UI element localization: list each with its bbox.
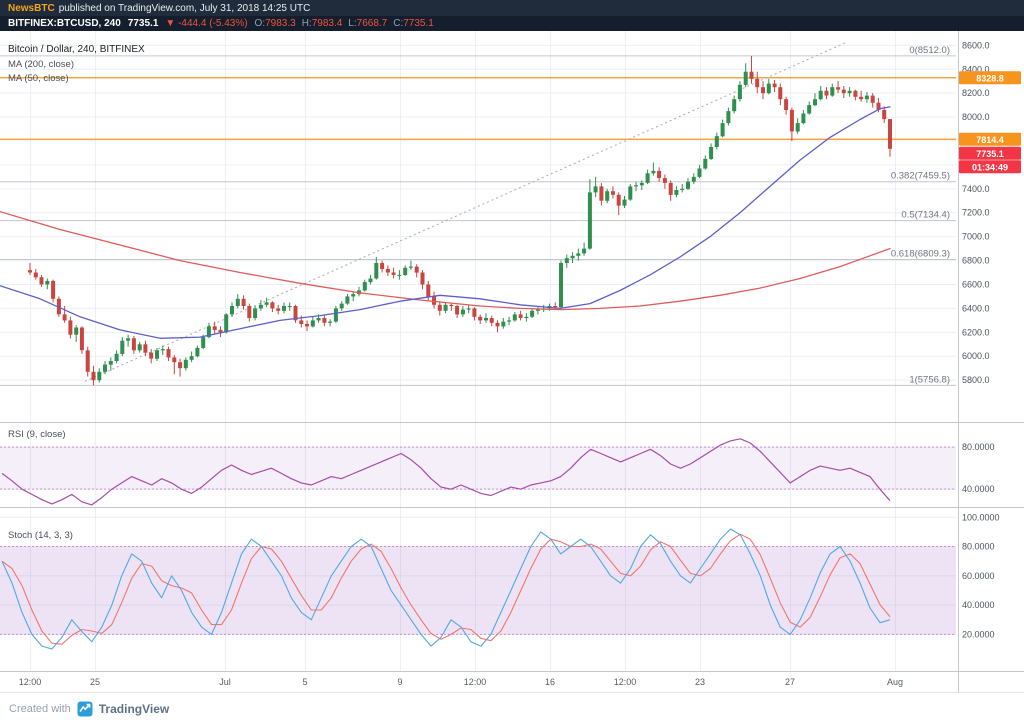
svg-text:0.5(7134.4): 0.5(7134.4) — [901, 210, 950, 221]
last-price: 7735.1 — [127, 18, 159, 29]
svg-text:8200.0: 8200.0 — [962, 88, 990, 98]
svg-text:0.382(7459.5): 0.382(7459.5) — [891, 171, 950, 182]
stoch-axis-labels: 100.0000 80.0000 60.0000 40.0000 20.0000 — [962, 512, 1000, 639]
pane-separators — [0, 31, 1024, 692]
svg-text:8000.0: 8000.0 — [962, 112, 990, 122]
svg-text:27: 27 — [785, 677, 795, 687]
svg-text:12:00: 12:00 — [19, 677, 42, 687]
price-line-tag: 8328.8 — [959, 71, 1021, 85]
svg-text:5800.0: 5800.0 — [962, 375, 990, 385]
countdown-tag: 01:34:49 — [959, 160, 1021, 174]
ohlc-open-label: O: — [254, 18, 266, 29]
svg-text:20.0000: 20.0000 — [962, 629, 995, 639]
svg-text:25: 25 — [90, 677, 100, 687]
svg-text:6600.0: 6600.0 — [962, 280, 990, 290]
svg-text:8400.0: 8400.0 — [962, 64, 990, 74]
price-grid — [0, 44, 956, 381]
horizontal-price-lines — [0, 77, 956, 140]
svg-text:40.0000: 40.0000 — [962, 600, 995, 610]
ohlc-open-value: 7983.3 — [265, 18, 296, 29]
footer: Created with TradingView — [0, 692, 1024, 724]
fib-retracement: 0(8512.0) 0.382(7459.5) 0.5(7134.4) 0.618(6… — [0, 45, 956, 386]
ohlc-values: O:7983.3 H:7983.4 L:7668.7 C:7735.1 — [255, 18, 434, 29]
svg-text:6000.0: 6000.0 — [962, 351, 990, 361]
stoch-k-line — [1, 528, 891, 650]
ohlc-close-label: C: — [393, 18, 404, 29]
trendline — [84, 42, 846, 382]
svg-text:16: 16 — [545, 677, 555, 687]
stoch-band — [0, 546, 956, 635]
ohlc-low-label: L: — [348, 18, 357, 29]
price-line-tag: 7814.4 — [959, 132, 1021, 146]
svg-text:80.0000: 80.0000 — [962, 442, 995, 452]
ma50-line — [0, 106, 891, 339]
chart-canvas[interactable]: 0(8512.0) 0.382(7459.5) 0.5(7134.4) 0.618(6… — [0, 31, 1024, 692]
publish-info: published on TradingView.com, July 31, 2… — [58, 2, 311, 14]
tradingview-wordmark[interactable]: TradingView — [98, 701, 170, 716]
svg-text:0.618(6809.3): 0.618(6809.3) — [891, 248, 950, 259]
ohlc-low-value: 7668.7 — [356, 18, 388, 29]
svg-text:5: 5 — [302, 677, 307, 687]
svg-text:Jul: Jul — [219, 677, 231, 687]
svg-text:7400.0: 7400.0 — [962, 184, 990, 194]
svg-text:01:34:49: 01:34:49 — [972, 162, 1008, 172]
stoch-d-line — [1, 533, 891, 645]
ohlc-high-label: H: — [301, 18, 312, 29]
created-with-text: Created with — [9, 702, 71, 715]
chart-area: 0(8512.0) 0.382(7459.5) 0.5(7134.4) 0.618(6… — [0, 31, 1024, 692]
rsi-band — [0, 446, 956, 490]
svg-text:9: 9 — [397, 677, 402, 687]
svg-text:6400.0: 6400.0 — [962, 303, 990, 313]
rsi-line — [1, 438, 891, 506]
svg-text:8600.0: 8600.0 — [962, 40, 990, 50]
ohlc-close-value: 7735.1 — [403, 18, 434, 29]
symbol-name: BITFINEX:BTCUSD, 240 — [8, 18, 121, 29]
candles — [28, 55, 892, 386]
ohlc-high-value: 7983.4 — [311, 18, 343, 29]
publish-bar: NewsBTC published on TradingView.com, Ju… — [0, 0, 1024, 16]
svg-text:0(8512.0): 0(8512.0) — [909, 45, 950, 56]
rsi-axis-labels: 80.0000 40.0000 — [962, 442, 995, 494]
svg-text:1(5756.8): 1(5756.8) — [909, 374, 950, 385]
svg-text:100.0000: 100.0000 — [962, 512, 1000, 522]
svg-text:6800.0: 6800.0 — [962, 256, 990, 266]
svg-text:7814.4: 7814.4 — [976, 135, 1004, 145]
svg-text:60.0000: 60.0000 — [962, 571, 995, 581]
price-axis-labels: 8600.08400.08200.08000.07800.07600.07400… — [962, 40, 990, 385]
svg-text:Aug: Aug — [887, 677, 903, 687]
newsbtc-brand: NewsBTC — [8, 2, 55, 14]
svg-text:8328.8: 8328.8 — [976, 73, 1004, 83]
svg-text:80.0000: 80.0000 — [962, 542, 995, 552]
svg-text:7000.0: 7000.0 — [962, 232, 990, 242]
svg-text:40.0000: 40.0000 — [962, 484, 995, 494]
ma200-line — [0, 210, 891, 311]
time-grid — [30, 31, 896, 671]
svg-text:12:00: 12:00 — [464, 677, 487, 687]
svg-text:12:00: 12:00 — [614, 677, 637, 687]
svg-text:7200.0: 7200.0 — [962, 208, 990, 218]
symbol-bar: BITFINEX:BTCUSD, 240 7735.1 ▼ -444.4 (-5… — [0, 16, 1024, 31]
svg-text:6200.0: 6200.0 — [962, 327, 990, 337]
time-axis-labels: 12:00 25 Jul 5 9 12:00 16 12:00 23 27 Aug — [19, 677, 903, 687]
svg-text:7735.1: 7735.1 — [976, 149, 1004, 159]
svg-text:23: 23 — [695, 677, 705, 687]
price-change: ▼ -444.4 (-5.43%) — [165, 18, 248, 29]
tradingview-logo-icon[interactable] — [77, 701, 93, 717]
last-price-tag: 7735.1 — [959, 146, 1021, 160]
